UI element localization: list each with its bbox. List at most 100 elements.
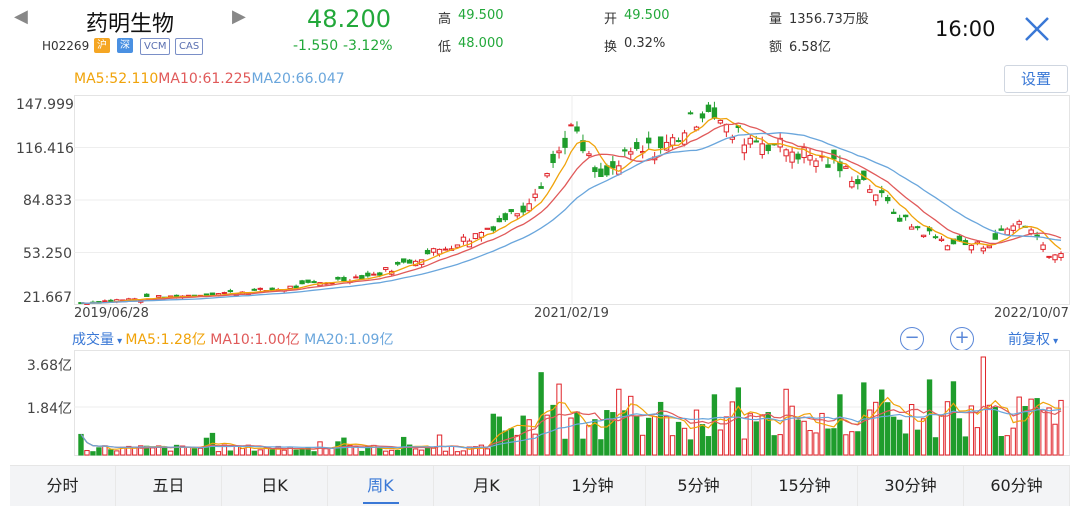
volume-bar <box>269 449 275 456</box>
zoom-in-icon[interactable]: + <box>950 327 974 351</box>
candle-body <box>550 153 556 164</box>
volume-bar <box>998 436 1004 456</box>
volume-bar <box>84 450 90 456</box>
tab-8[interactable]: 30分钟 <box>858 466 964 506</box>
candle-body <box>825 164 831 168</box>
volume-bar <box>717 429 724 456</box>
candle-body <box>400 258 407 263</box>
zoom-out-icon[interactable]: − <box>900 327 924 351</box>
volume-bar <box>645 417 652 456</box>
tab-4[interactable]: 月K <box>434 466 540 506</box>
ma20-legend: MA20:66.047 <box>251 71 345 87</box>
volume-bar <box>765 412 771 456</box>
volume-bar <box>532 433 538 456</box>
candle-body <box>717 119 724 124</box>
candle-body <box>765 144 771 152</box>
volume-bar <box>311 451 317 456</box>
candle-body <box>108 299 114 303</box>
volume-bar <box>807 430 813 456</box>
volume-bar <box>574 411 580 456</box>
candle-body <box>914 226 921 229</box>
adjust-dropdown[interactable]: 前复权 ▾ <box>1008 329 1058 349</box>
tab-5[interactable]: 1分钟 <box>540 466 646 506</box>
volume-bar <box>179 445 186 456</box>
candle-body <box>867 189 873 193</box>
volume-bar <box>586 425 592 456</box>
price-ma-legend: MA5:52.110MA10:61.225MA20:66.047 <box>74 71 345 87</box>
volume-bar <box>239 448 246 456</box>
volume-bar <box>944 401 951 456</box>
volume-bar <box>753 421 759 456</box>
vol-ma5-legend: MA5:1.28亿 <box>125 332 206 348</box>
candle-body <box>753 140 759 143</box>
ma20-line <box>80 132 1062 304</box>
tab-0[interactable]: 分时 <box>10 466 116 506</box>
open-value: 49.500 <box>624 8 670 23</box>
tab-1[interactable]: 五日 <box>116 466 222 506</box>
x-tick-start: 2019/06/28 <box>74 306 149 321</box>
candle-body <box>299 280 305 285</box>
candle-body <box>508 209 514 213</box>
tab-7[interactable]: 15分钟 <box>752 466 858 506</box>
volume-bar <box>544 414 550 456</box>
volume-bar <box>347 444 353 456</box>
candle-body <box>377 272 383 276</box>
candle-body <box>634 142 640 149</box>
tab-6[interactable]: 5分钟 <box>646 466 752 506</box>
volume-bar <box>293 449 299 456</box>
candle-body <box>705 104 712 112</box>
candle-body <box>287 285 293 289</box>
volume-bar <box>1016 396 1022 456</box>
volume-bar <box>1034 398 1040 456</box>
volume-bar <box>114 450 120 456</box>
volume-bar <box>699 424 706 456</box>
next-stock-arrow-icon[interactable]: ▶ <box>232 6 246 27</box>
candle-body <box>353 276 359 279</box>
candle-body <box>657 136 664 149</box>
volume-bar <box>663 415 670 456</box>
tab-2[interactable]: 日K <box>222 466 328 506</box>
volume-bar <box>138 445 144 456</box>
volume-bar <box>723 416 730 456</box>
tab-9[interactable]: 60分钟 <box>964 466 1070 506</box>
candle-body <box>777 137 783 148</box>
volume-bar <box>729 401 736 456</box>
tab-3[interactable]: 周K <box>328 466 434 506</box>
candle-body <box>628 151 634 155</box>
volume-bar <box>657 401 664 456</box>
vol-ma5-line <box>80 396 1062 451</box>
volume-ytick: 1.84亿 <box>26 401 72 417</box>
volume-indicator-select[interactable]: 成交量 ▾ <box>72 332 125 348</box>
volume-bar <box>1010 427 1016 456</box>
volume-bar <box>837 394 843 456</box>
volume-bar <box>281 449 287 456</box>
candle-body <box>968 244 975 251</box>
volume-bar <box>867 409 873 456</box>
candle-body <box>592 167 598 173</box>
settings-button[interactable]: 设置 <box>1004 65 1068 93</box>
vol-ma10-legend: MA10:1.00亿 <box>210 332 300 348</box>
volume-bar <box>478 444 485 456</box>
volume-bar <box>604 410 610 456</box>
low-label: 低 <box>438 40 452 55</box>
candle-body <box>879 190 885 194</box>
volume-chart[interactable] <box>74 350 1070 456</box>
volume-bar <box>843 434 849 456</box>
close-icon[interactable] <box>1022 14 1052 44</box>
candle-body <box>1040 244 1046 250</box>
volume-bar <box>825 428 831 456</box>
volume-bar <box>968 405 975 456</box>
candle-body <box>687 112 694 115</box>
candle-body <box>998 228 1004 231</box>
prev-stock-arrow-icon[interactable]: ◀ <box>14 6 28 27</box>
volume-bar <box>126 445 132 456</box>
price-ytick: 53.250 <box>23 246 72 262</box>
volume-label: 量 <box>769 12 783 27</box>
candle-body <box>544 173 550 177</box>
candle-body <box>371 273 377 276</box>
volume-bar <box>885 402 891 456</box>
candlestick-chart[interactable] <box>74 95 1070 305</box>
volume-bar <box>424 448 431 456</box>
candle-body <box>383 267 389 270</box>
volume-bar <box>167 450 174 456</box>
